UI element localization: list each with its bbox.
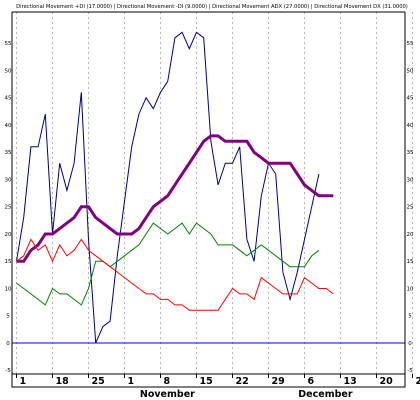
y-tick-label-left: 50 xyxy=(5,68,12,74)
y-tick-label-right: 25 xyxy=(407,205,414,211)
x-tick-label: 20 xyxy=(380,376,394,387)
month-label: November xyxy=(140,389,195,400)
x-tick-label: 29 xyxy=(272,376,285,387)
y-tick-label-left: 20 xyxy=(5,232,12,238)
chart-title: Directional Movement +DI (17.0000) | Dir… xyxy=(16,4,408,10)
y-tick-label-right: 10 xyxy=(407,286,414,292)
y-tick-label-right: 45 xyxy=(407,96,414,102)
x-tick-label: 13 xyxy=(344,376,357,387)
y-tick-label-left: 10 xyxy=(5,286,12,292)
y-tick-label-right: 5 xyxy=(408,314,412,320)
x-tick-label: 22 xyxy=(236,376,249,387)
series-line-minus-di xyxy=(16,238,334,311)
y-tick-label-left: 25 xyxy=(5,205,12,211)
x-tick-label: 1 xyxy=(128,376,135,387)
month-label: December xyxy=(298,389,353,400)
y-tick-label-left: 45 xyxy=(5,96,12,102)
series-line-dx xyxy=(16,31,320,344)
x-axis-band xyxy=(11,373,406,388)
y-tick-label-right: 15 xyxy=(407,259,414,265)
x-tick-label: 27 xyxy=(416,376,420,387)
x-tick-label: 25 xyxy=(92,376,105,387)
y-tick-label-right: 0 xyxy=(408,341,412,347)
x-tick-label: 6 xyxy=(308,376,315,387)
y-tick-label-right: 55 xyxy=(407,41,414,47)
y-tick-label-left: 15 xyxy=(5,259,12,265)
x-tick-label: 15 xyxy=(200,376,213,387)
y-tick-label-right: 50 xyxy=(407,68,414,74)
y-tick-label-left: 30 xyxy=(5,177,12,183)
x-tick-label: 1 xyxy=(20,376,27,387)
y-tick-label-right: -5 xyxy=(407,368,413,374)
y-tick-label-left: 0 xyxy=(6,341,10,347)
y-tick-label-right: 35 xyxy=(407,150,414,156)
x-tick-label: 8 xyxy=(164,376,171,387)
grid-layer xyxy=(12,12,413,374)
y-tick-label-right: 30 xyxy=(407,177,414,183)
y-tick-label-right: 40 xyxy=(407,123,414,129)
series-line-plus-di xyxy=(16,222,320,306)
series-layer xyxy=(16,31,334,344)
x-tick-label: 18 xyxy=(56,376,70,387)
y-tick-label-left: 40 xyxy=(5,123,12,129)
y-tick-label-right: 20 xyxy=(407,232,414,238)
y-tick-label-left: -5 xyxy=(5,368,11,374)
y-tick-label-left: 55 xyxy=(5,41,12,47)
y-tick-label-left: 5 xyxy=(6,314,10,320)
y-tick-label-left: 35 xyxy=(5,150,12,156)
series-line-adx xyxy=(16,134,334,263)
